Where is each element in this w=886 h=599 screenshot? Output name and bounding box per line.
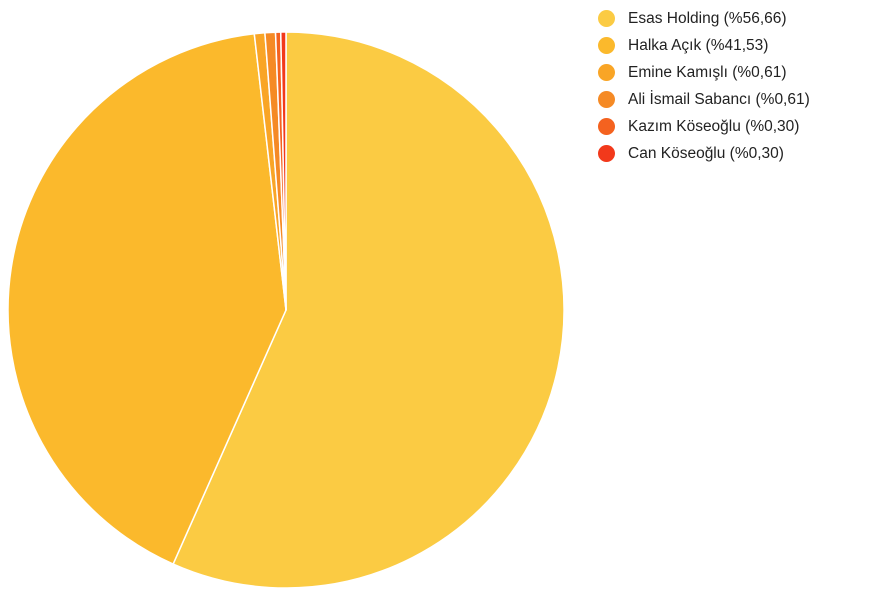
legend-label-ali-ismail-sabanci: Ali İsmail Sabancı (%0,61) bbox=[628, 90, 810, 108]
pie-slice-halka-acik[interactable] bbox=[7, 33, 287, 565]
legend-item-can-koseoglu[interactable]: Can Köseoğlu (%0,30) bbox=[598, 140, 810, 167]
legend-item-emine-kamisli[interactable]: Emine Kamışlı (%0,61) bbox=[598, 59, 810, 86]
legend-item-ali-ismail-sabanci[interactable]: Ali İsmail Sabancı (%0,61) bbox=[598, 86, 810, 113]
legend-item-esas-holding[interactable]: Esas Holding (%56,66) bbox=[598, 5, 810, 32]
pie-slice-can-koseoglu[interactable] bbox=[280, 31, 287, 311]
legend-swatch-kazim-koseoglu bbox=[598, 118, 615, 135]
legend-label-emine-kamisli: Emine Kamışlı (%0,61) bbox=[628, 63, 787, 81]
legend-swatch-ali-ismail-sabanci bbox=[598, 91, 615, 108]
legend-item-kazim-koseoglu[interactable]: Kazım Köseoğlu (%0,30) bbox=[598, 113, 810, 140]
chart-legend: Esas Holding (%56,66) Halka Açık (%41,53… bbox=[598, 5, 810, 167]
legend-swatch-esas-holding bbox=[598, 10, 615, 27]
legend-swatch-halka-acik bbox=[598, 37, 615, 54]
legend-swatch-can-koseoglu bbox=[598, 145, 615, 162]
pie-slice-esas-holding[interactable] bbox=[172, 31, 565, 589]
legend-label-esas-holding: Esas Holding (%56,66) bbox=[628, 9, 787, 27]
legend-label-can-koseoglu: Can Köseoğlu (%0,30) bbox=[628, 144, 784, 162]
pie-chart bbox=[7, 31, 565, 589]
legend-item-halka-acik[interactable]: Halka Açık (%41,53) bbox=[598, 32, 810, 59]
legend-label-kazim-koseoglu: Kazım Köseoğlu (%0,30) bbox=[628, 117, 800, 135]
legend-swatch-emine-kamisli bbox=[598, 64, 615, 81]
legend-label-halka-acik: Halka Açık (%41,53) bbox=[628, 36, 769, 54]
